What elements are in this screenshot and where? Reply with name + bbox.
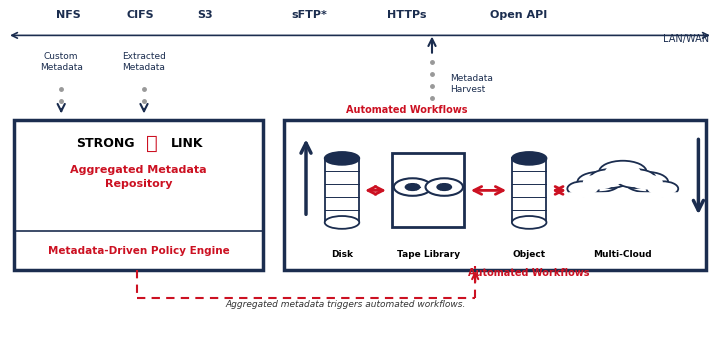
Text: Custom
Metadata: Custom Metadata	[40, 52, 83, 72]
Text: LINK: LINK	[171, 137, 204, 150]
Circle shape	[577, 172, 621, 192]
Ellipse shape	[512, 216, 546, 229]
Text: S3: S3	[197, 10, 213, 20]
Circle shape	[595, 172, 625, 186]
Text: Metadata-Driven Policy Engine: Metadata-Driven Policy Engine	[48, 246, 230, 256]
Text: CIFS: CIFS	[127, 10, 154, 20]
Text: Aggregated metadata triggers automated workflows.: Aggregated metadata triggers automated w…	[225, 301, 466, 309]
Circle shape	[572, 183, 595, 194]
Bar	[512, 158, 546, 222]
Ellipse shape	[512, 152, 546, 165]
Circle shape	[605, 163, 641, 180]
Circle shape	[582, 174, 615, 189]
Circle shape	[567, 181, 599, 196]
Text: Object: Object	[513, 250, 546, 259]
Circle shape	[621, 172, 651, 186]
Ellipse shape	[325, 152, 359, 165]
Circle shape	[405, 184, 420, 190]
Text: sFTP*: sFTP*	[292, 10, 328, 20]
Bar	[325, 158, 359, 222]
FancyBboxPatch shape	[14, 120, 263, 270]
Text: HTTPs: HTTPs	[387, 10, 426, 20]
Text: Disk: Disk	[331, 250, 353, 259]
Circle shape	[631, 174, 663, 189]
Text: NFS: NFS	[56, 10, 81, 20]
Text: Aggregated Metadata
Repository: Aggregated Metadata Repository	[71, 165, 207, 188]
Text: Multi-Cloud: Multi-Cloud	[593, 250, 652, 259]
Text: Extracted
Metadata: Extracted Metadata	[122, 52, 166, 72]
Text: Automated Workflows: Automated Workflows	[346, 105, 467, 115]
Text: Open API: Open API	[490, 10, 547, 20]
Circle shape	[647, 181, 678, 196]
Circle shape	[625, 172, 668, 192]
FancyBboxPatch shape	[284, 120, 706, 270]
Circle shape	[651, 183, 674, 194]
Circle shape	[426, 178, 463, 196]
Text: Automated Workflows: Automated Workflows	[469, 268, 590, 278]
Circle shape	[394, 178, 431, 196]
Text: Metadata
Harvest: Metadata Harvest	[450, 74, 493, 94]
Text: LAN/WAN: LAN/WAN	[663, 34, 709, 44]
Ellipse shape	[325, 216, 359, 229]
Circle shape	[590, 169, 630, 188]
Text: ⛓: ⛓	[145, 134, 158, 153]
Circle shape	[599, 161, 647, 183]
Text: Tape Library: Tape Library	[397, 250, 460, 259]
Circle shape	[616, 169, 656, 188]
Circle shape	[437, 184, 451, 190]
FancyBboxPatch shape	[392, 153, 464, 227]
Text: STRONG: STRONG	[76, 137, 135, 150]
